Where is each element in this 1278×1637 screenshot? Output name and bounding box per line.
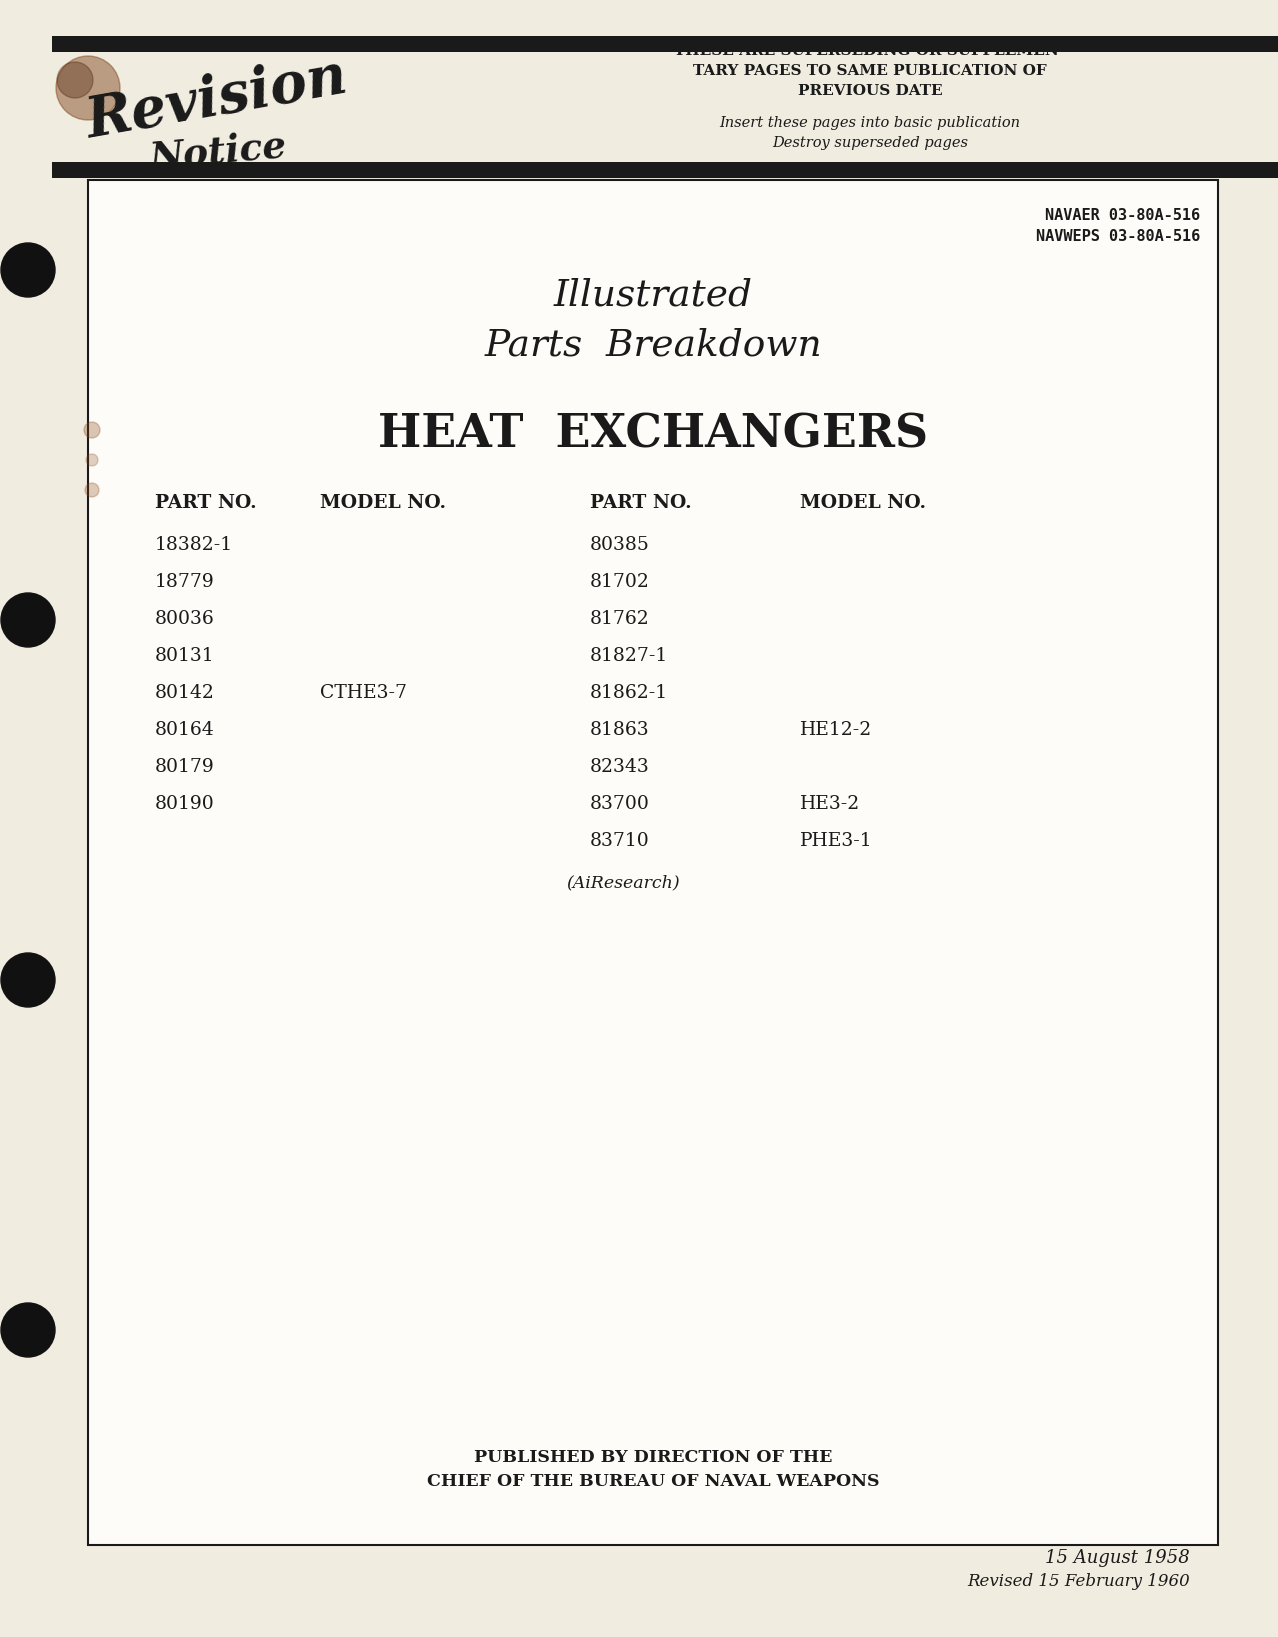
Text: 83700: 83700 [590,796,651,814]
Text: MODEL NO.: MODEL NO. [800,494,927,512]
Text: 18779: 18779 [155,573,215,591]
Circle shape [1,953,55,1007]
Text: THESE ARE SUPERSEDING OR SUPPLEMEN-
TARY PAGES TO SAME PUBLICATION OF
PREVIOUS D: THESE ARE SUPERSEDING OR SUPPLEMEN- TARY… [675,44,1066,98]
Text: 80142: 80142 [155,684,215,702]
Text: 80190: 80190 [155,796,215,814]
Text: Revised 15 February 1960: Revised 15 February 1960 [967,1573,1190,1591]
Text: 81702: 81702 [590,573,651,591]
Text: Notice: Notice [148,128,289,177]
Text: (AiResearch): (AiResearch) [566,874,680,892]
Text: 80131: 80131 [155,647,215,665]
Circle shape [1,242,55,296]
Text: NAVAER 03-80A-516: NAVAER 03-80A-516 [1045,208,1200,223]
Circle shape [1,593,55,647]
Circle shape [58,62,93,98]
Bar [52,36,1278,52]
Text: Parts  Breakdown: Parts Breakdown [484,327,822,363]
Text: CHIEF OF THE BUREAU OF NAVAL WEAPONS: CHIEF OF THE BUREAU OF NAVAL WEAPONS [427,1473,879,1490]
Bar [88,180,1218,1545]
Text: HEAT  EXCHANGERS: HEAT EXCHANGERS [378,413,928,458]
Circle shape [84,422,100,439]
Text: 80164: 80164 [155,720,215,738]
Text: 80036: 80036 [155,611,215,629]
Text: Insert these pages into basic publication
Destroy superseded pages: Insert these pages into basic publicatio… [720,116,1021,151]
Text: MODEL NO.: MODEL NO. [320,494,446,512]
Text: PUBLISHED BY DIRECTION OF THE: PUBLISHED BY DIRECTION OF THE [474,1449,832,1465]
Text: 81827-1: 81827-1 [590,647,668,665]
Text: HE12-2: HE12-2 [800,720,873,738]
Text: CTHE3-7: CTHE3-7 [320,684,406,702]
Text: PHE3-1: PHE3-1 [800,832,873,850]
Bar [52,162,1278,178]
Circle shape [1,1303,55,1357]
Text: NAVWEPS 03-80A-516: NAVWEPS 03-80A-516 [1035,229,1200,244]
Text: Revision: Revision [82,51,351,151]
Text: 80385: 80385 [590,535,651,553]
Circle shape [86,453,98,467]
Text: 81762: 81762 [590,611,649,629]
Text: 82343: 82343 [590,758,649,776]
Text: 81863: 81863 [590,720,649,738]
Text: 15 August 1958: 15 August 1958 [1045,1549,1190,1567]
Text: 18382-1: 18382-1 [155,535,233,553]
Text: HE3-2: HE3-2 [800,796,860,814]
Circle shape [56,56,120,120]
Text: PART NO.: PART NO. [155,494,257,512]
Text: Illustrated: Illustrated [553,277,753,313]
Text: PART NO.: PART NO. [590,494,691,512]
Polygon shape [52,52,429,162]
Circle shape [86,483,98,498]
Text: 81862-1: 81862-1 [590,684,668,702]
Text: 80179: 80179 [155,758,215,776]
Text: 83710: 83710 [590,832,649,850]
